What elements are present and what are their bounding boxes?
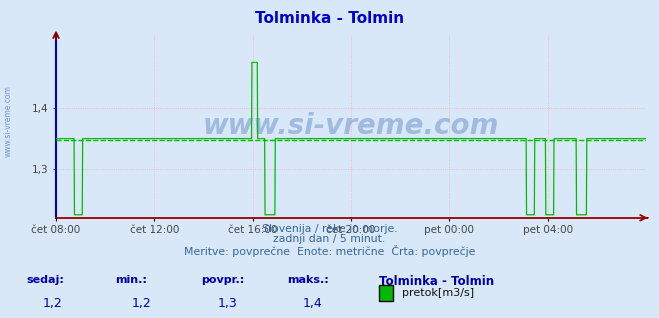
Text: 1,2: 1,2 [132, 297, 152, 310]
Text: pretok[m3/s]: pretok[m3/s] [402, 288, 474, 298]
Text: sedaj:: sedaj: [26, 275, 64, 285]
Text: min.:: min.: [115, 275, 147, 285]
Text: Meritve: povprečne  Enote: metrične  Črta: povprečje: Meritve: povprečne Enote: metrične Črta:… [184, 245, 475, 257]
Text: povpr.:: povpr.: [201, 275, 244, 285]
Text: 1,4: 1,4 [303, 297, 323, 310]
Text: Tolminka - Tolmin: Tolminka - Tolmin [255, 11, 404, 26]
Text: www.si-vreme.com: www.si-vreme.com [203, 112, 499, 141]
Text: maks.:: maks.: [287, 275, 328, 285]
Text: zadnji dan / 5 minut.: zadnji dan / 5 minut. [273, 234, 386, 244]
Text: Tolminka - Tolmin: Tolminka - Tolmin [379, 275, 494, 288]
Text: Slovenija / reke in morje.: Slovenija / reke in morje. [262, 224, 397, 234]
Text: 1,3: 1,3 [217, 297, 237, 310]
Text: www.si-vreme.com: www.si-vreme.com [4, 85, 13, 157]
Text: 1,2: 1,2 [43, 297, 63, 310]
